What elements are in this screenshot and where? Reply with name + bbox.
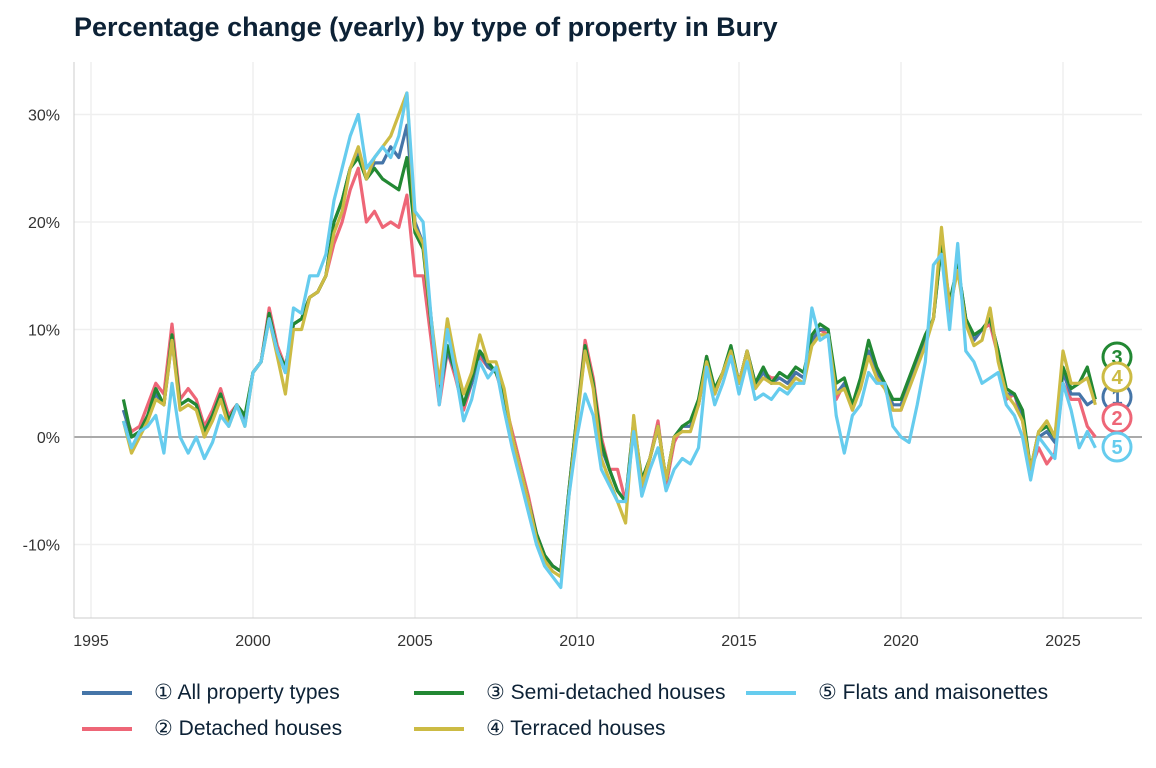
svg-text:2: 2 [1111, 408, 1122, 430]
end-label-5: 5 [1101, 431, 1133, 463]
svg-text:1: 1 [1111, 387, 1122, 409]
x-tick-label: 2015 [721, 633, 757, 650]
y-tick-label: 30% [28, 108, 60, 125]
legend-label: ④ Terraced houses [486, 717, 666, 740]
svg-text:5: 5 [1111, 437, 1122, 459]
end-label-2: 2 [1101, 402, 1133, 434]
legend-swatch [746, 690, 796, 695]
x-tick-label: 2010 [559, 633, 595, 650]
legend-item-2: ② Detached houses [82, 716, 342, 741]
chart-title: Percentage change (yearly) by type of pr… [74, 12, 778, 42]
series-line-3 [121, 155, 1097, 573]
y-tick-label: 0% [37, 430, 60, 447]
legend-item-3: ③ Semi-detached houses [414, 680, 725, 705]
x-tick-label: 2000 [235, 633, 271, 650]
legend-item-1: ① All property types [82, 680, 340, 705]
legend-label: ⑤ Flats and maisonettes [818, 681, 1049, 704]
legend-label: ② Detached houses [154, 717, 343, 740]
x-tick-label: 2020 [883, 633, 919, 650]
y-tick-label: -10% [23, 538, 60, 555]
legend-item-4: ④ Terraced houses [414, 716, 666, 741]
series-line-1 [121, 123, 1097, 573]
x-tick-label: 2005 [397, 633, 433, 650]
y-tick-label: 20% [28, 215, 60, 232]
x-tick-label: 2025 [1045, 633, 1081, 650]
series-line-4 [121, 91, 1097, 579]
legend-swatch [82, 726, 132, 731]
legend-swatch [414, 690, 464, 695]
x-tick-label: 1995 [73, 633, 109, 650]
svg-text:4: 4 [1111, 367, 1123, 389]
legend-label: ① All property types [154, 681, 340, 704]
series-line-2 [121, 166, 1097, 573]
legend-item-5: ⑤ Flats and maisonettes [746, 680, 1048, 705]
legend-swatch [82, 690, 132, 695]
svg-text:3: 3 [1111, 347, 1122, 369]
series-line-5 [121, 91, 1097, 590]
legend-label: ③ Semi-detached houses [486, 681, 726, 704]
y-tick-label: 10% [28, 323, 60, 340]
end-label-4: 4 [1101, 361, 1133, 393]
legend-swatch [414, 726, 464, 731]
